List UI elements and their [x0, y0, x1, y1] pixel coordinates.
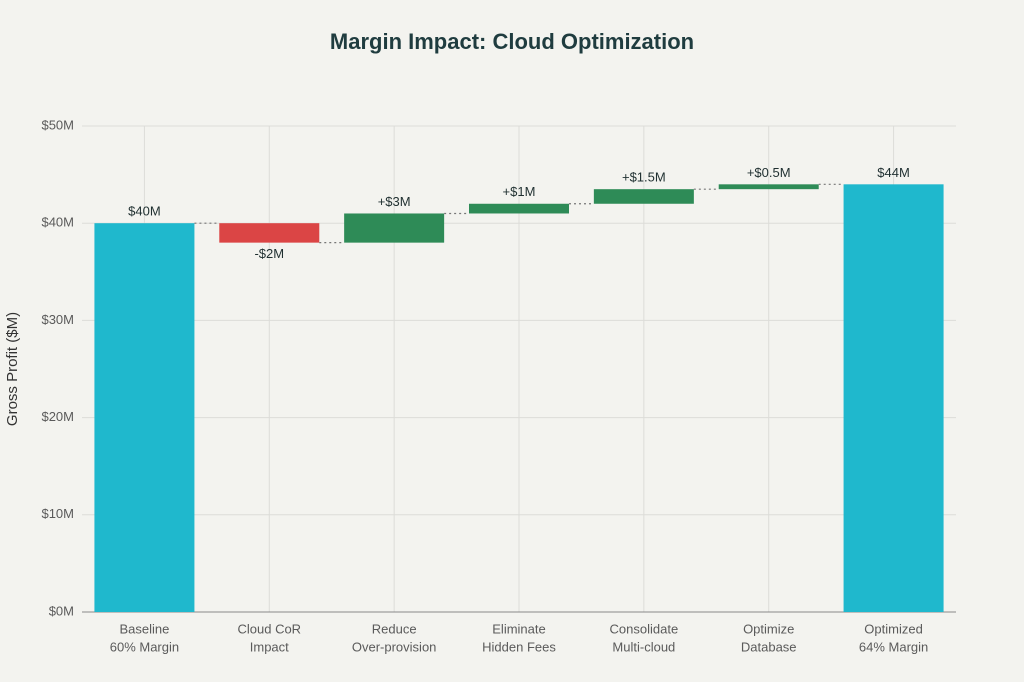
y-tick-label: $50M: [41, 117, 74, 132]
value-label: $44M: [877, 165, 910, 180]
value-label: -$2M: [254, 246, 284, 261]
x-tick-label: Impact: [250, 639, 289, 654]
x-tick-label: Consolidate: [610, 621, 679, 636]
y-tick-label: $20M: [41, 409, 74, 424]
x-tick-label: Cloud CoR: [237, 621, 301, 636]
x-tick-label: Baseline: [119, 621, 169, 636]
value-label: +$1M: [503, 184, 536, 199]
bar: [94, 223, 195, 612]
bar: [219, 223, 320, 243]
value-label: $40M: [128, 204, 161, 219]
x-tick-label: Multi-cloud: [612, 639, 675, 654]
x-tick-label: 64% Margin: [859, 639, 928, 654]
value-label: +$0.5M: [747, 165, 791, 180]
chart-title: Margin Impact: Cloud Optimization: [330, 29, 694, 54]
x-tick-label: Database: [741, 639, 797, 654]
bar: [593, 189, 694, 204]
x-tick-label: 60% Margin: [110, 639, 179, 654]
y-axis-label: Gross Profit ($M): [4, 312, 21, 426]
bar: [718, 184, 819, 190]
x-tick-label: Optimize: [743, 621, 794, 636]
x-tick-label: Eliminate: [492, 621, 545, 636]
y-tick-label: $0M: [49, 603, 74, 618]
y-tick-label: $10M: [41, 506, 74, 521]
x-tick-label: Over-provision: [352, 639, 437, 654]
y-tick-label: $40M: [41, 215, 74, 230]
x-tick-label: Reduce: [372, 621, 417, 636]
x-tick-label: Hidden Fees: [482, 639, 556, 654]
x-tick-label: Optimized: [864, 621, 923, 636]
bar: [344, 213, 445, 243]
value-label: +$1.5M: [622, 170, 666, 185]
bar: [469, 203, 569, 214]
bar: [843, 184, 944, 612]
y-tick-label: $30M: [41, 312, 74, 327]
value-label: +$3M: [378, 194, 411, 209]
